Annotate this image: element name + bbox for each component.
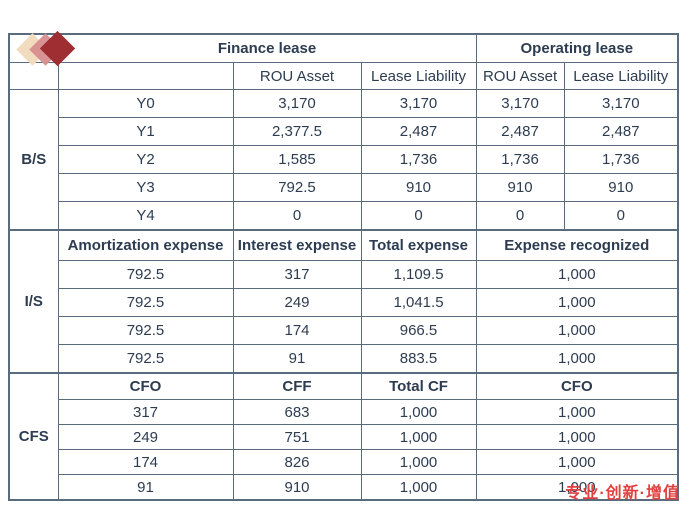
value-cell: 2,487 <box>563 117 679 146</box>
table-row: Y4 0 0 0 0 <box>9 201 679 231</box>
value-cell: 1,000 <box>475 260 679 289</box>
table-row: 91 910 1,000 1,000 <box>9 474 679 501</box>
operating-rou-asset-header: ROU Asset <box>475 62 565 90</box>
value-cell: 966.5 <box>360 316 477 345</box>
table-row: Y2 1,585 1,736 1,736 1,736 <box>9 145 679 174</box>
table-row: 792.5 249 1,041.5 1,000 <box>9 288 679 317</box>
table-row: 792.5 91 883.5 1,000 <box>9 344 679 374</box>
year-cell: Y0 <box>57 89 234 118</box>
section-label-cfs: CFS <box>8 372 59 501</box>
value-cell: 792.5 <box>57 344 234 374</box>
expense-recognized-header: Expense recognized <box>475 229 679 261</box>
table-row: B/S Y0 3,170 3,170 3,170 3,170 <box>8 89 679 231</box>
table-row: Y3 792.5 910 910 910 <box>9 173 679 202</box>
table-row: 249 751 1,000 1,000 <box>9 424 679 450</box>
value-cell: 317 <box>57 399 234 425</box>
value-cell: 1,000 <box>475 288 679 317</box>
value-cell: 91 <box>232 344 362 374</box>
year-cell: Y1 <box>57 117 234 146</box>
watermark-text: 专业·创新·增值 <box>565 485 680 502</box>
value-cell: 1,000 <box>360 449 477 475</box>
value-cell: 792.5 <box>57 288 234 317</box>
operating-cfo-header: CFO <box>475 372 679 400</box>
year-cell: Y4 <box>57 201 234 231</box>
lease-comparison-table: Finance lease Operating lease ROU Asset … <box>8 33 680 501</box>
value-cell: 1,000 <box>360 399 477 425</box>
table-row: 792.5 174 966.5 1,000 <box>9 316 679 345</box>
empty-cell <box>57 62 234 90</box>
value-cell: 174 <box>232 316 362 345</box>
value-cell: 910 <box>232 474 362 501</box>
table-row: 174 826 1,000 1,000 <box>9 449 679 475</box>
value-cell: 249 <box>57 424 234 450</box>
value-cell: 792.5 <box>232 173 362 202</box>
year-cell: Y2 <box>57 145 234 174</box>
table-row: ROU Asset Lease Liability ROU Asset Leas… <box>8 62 679 90</box>
value-cell: 3,170 <box>360 89 477 118</box>
operating-lease-liability-header: Lease Liability <box>563 62 679 90</box>
finance-lease-header: Finance lease <box>57 33 477 63</box>
value-cell: 2,377.5 <box>232 117 362 146</box>
value-cell: 1,109.5 <box>360 260 477 289</box>
value-cell: 0 <box>563 201 679 231</box>
value-cell: 826 <box>232 449 362 475</box>
table-row: 317 683 1,000 1,000 <box>9 399 679 425</box>
value-cell: 683 <box>232 399 362 425</box>
value-cell: 1,000 <box>360 424 477 450</box>
value-cell: 1,041.5 <box>360 288 477 317</box>
value-cell: 1,000 <box>475 399 679 425</box>
operating-lease-header: Operating lease <box>475 33 679 63</box>
table-row: Finance lease Operating lease <box>8 33 679 63</box>
value-cell: 910 <box>360 173 477 202</box>
table-row: Y1 2,377.5 2,487 2,487 2,487 <box>9 117 679 146</box>
value-cell: 2,487 <box>475 117 565 146</box>
corner-cell <box>8 33 59 63</box>
value-cell: 1,000 <box>475 424 679 450</box>
value-cell: 751 <box>232 424 362 450</box>
value-cell: 2,487 <box>360 117 477 146</box>
value-cell: 0 <box>475 201 565 231</box>
table-row: I/S Amortization expense Interest expens… <box>8 229 679 374</box>
value-cell: 792.5 <box>57 316 234 345</box>
table-row: CFS CFO CFF Total CF CFO <box>8 372 679 501</box>
value-cell: 0 <box>360 201 477 231</box>
value-cell: 1,736 <box>475 145 565 174</box>
value-cell: 3,170 <box>475 89 565 118</box>
value-cell: 3,170 <box>232 89 362 118</box>
value-cell: 883.5 <box>360 344 477 374</box>
section-label-is: I/S <box>8 229 59 374</box>
value-cell: 1,000 <box>475 449 679 475</box>
value-cell: 0 <box>232 201 362 231</box>
value-cell: 174 <box>57 449 234 475</box>
value-cell: 910 <box>475 173 565 202</box>
value-cell: 1,736 <box>563 145 679 174</box>
interest-expense-header: Interest expense <box>232 229 362 261</box>
value-cell: 1,000 <box>475 474 679 501</box>
value-cell: 3,170 <box>563 89 679 118</box>
empty-cell <box>8 62 59 90</box>
value-cell: 249 <box>232 288 362 317</box>
value-cell: 91 <box>57 474 234 501</box>
table-row: 792.5 317 1,109.5 1,000 <box>9 260 679 289</box>
value-cell: 1,000 <box>475 344 679 374</box>
section-label-bs: B/S <box>8 89 59 231</box>
value-cell: 1,000 <box>360 474 477 501</box>
value-cell: 317 <box>232 260 362 289</box>
total-cf-header: Total CF <box>360 372 477 400</box>
value-cell: 910 <box>563 173 679 202</box>
cfo-header: CFO <box>57 372 234 400</box>
value-cell: 1,585 <box>232 145 362 174</box>
amortization-expense-header: Amortization expense <box>57 229 234 261</box>
finance-lease-liability-header: Lease Liability <box>360 62 477 90</box>
value-cell: 1,736 <box>360 145 477 174</box>
value-cell: 1,000 <box>475 316 679 345</box>
finance-rou-asset-header: ROU Asset <box>232 62 362 90</box>
value-cell: 792.5 <box>57 260 234 289</box>
year-cell: Y3 <box>57 173 234 202</box>
total-expense-header: Total expense <box>360 229 477 261</box>
cff-header: CFF <box>232 372 362 400</box>
